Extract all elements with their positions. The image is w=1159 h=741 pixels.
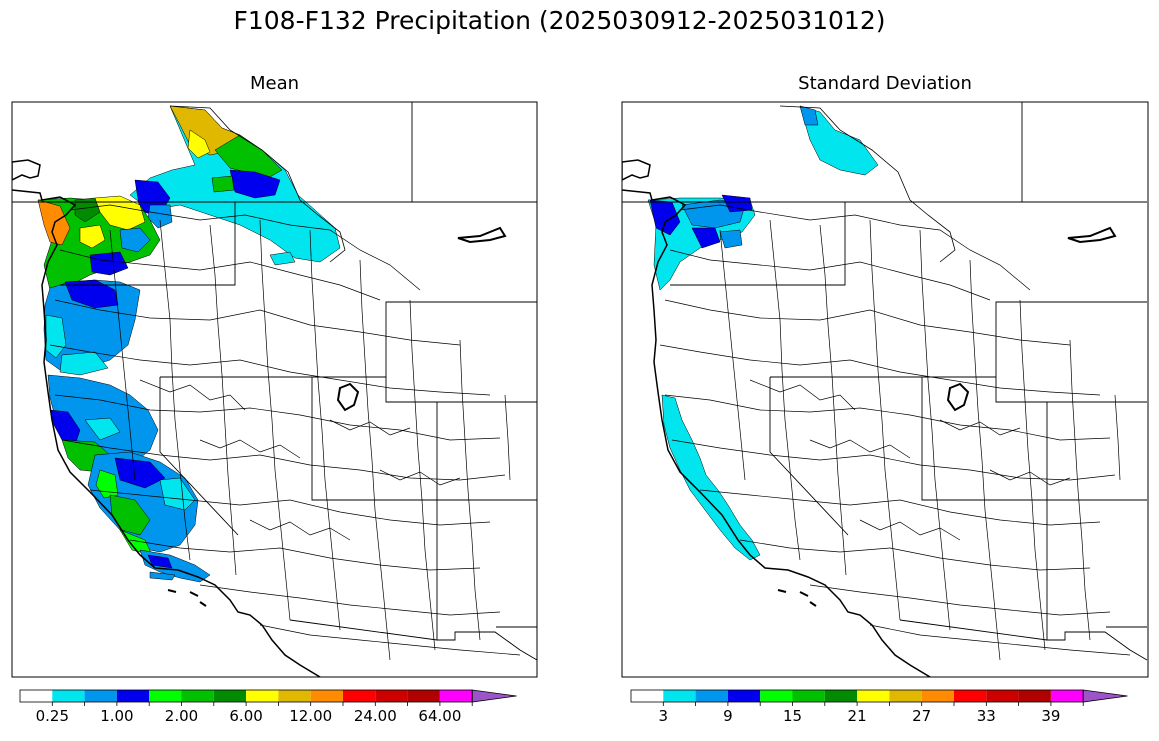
colorbar-swatch bbox=[310, 690, 343, 702]
mean-colorbar: 0.25 1.00 2.00 6.00 12.00 24.00 64.00 bbox=[19, 689, 517, 725]
mean-map bbox=[11, 101, 538, 678]
colorbar-swatch bbox=[824, 690, 858, 702]
colorbar-swatch bbox=[986, 690, 1019, 702]
colorbar-tick-label: 1.00 bbox=[100, 707, 133, 725]
colorbar-swatch bbox=[181, 690, 214, 702]
colorbar-swatch bbox=[1018, 690, 1051, 702]
colorbar-tick-label: 2.00 bbox=[165, 707, 198, 725]
colorbar-swatch bbox=[407, 690, 440, 702]
colorbar-swatch bbox=[116, 690, 150, 702]
colorbar-extend-arrow bbox=[1082, 689, 1128, 703]
colorbar-swatch bbox=[1050, 690, 1084, 702]
stddev-map bbox=[621, 101, 1149, 678]
colorbar-tick-label: 15 bbox=[783, 707, 802, 725]
colorbar-tick-label: 39 bbox=[1041, 707, 1060, 725]
colorbar-tick-label: 24.00 bbox=[354, 707, 397, 725]
colorbar-swatch bbox=[52, 690, 85, 702]
colorbar-swatch bbox=[889, 690, 922, 702]
colorbar-swatch bbox=[954, 690, 987, 702]
colorbar-tick-label: 21 bbox=[848, 707, 867, 725]
colorbar-tick-label: 27 bbox=[912, 707, 931, 725]
colorbar-swatch bbox=[760, 690, 793, 702]
colorbar-swatch bbox=[439, 690, 473, 702]
colorbar-swatch bbox=[631, 690, 664, 702]
colorbar-swatch bbox=[857, 690, 890, 702]
colorbar-swatch bbox=[792, 690, 825, 702]
colorbar-tick-label: 9 bbox=[723, 707, 733, 725]
colorbar-swatch bbox=[213, 690, 247, 702]
colorbar-swatch bbox=[343, 690, 376, 702]
colorbar-swatch bbox=[84, 690, 117, 702]
stddev-colorbar: 3 9 15 21 27 33 39 bbox=[630, 689, 1128, 725]
colorbar-extend-arrow bbox=[471, 689, 517, 703]
colorbar-swatch bbox=[663, 690, 696, 702]
colorbar-tick-label: 64.00 bbox=[418, 707, 461, 725]
colorbar-swatch bbox=[149, 690, 182, 702]
colorbar-swatch bbox=[246, 690, 279, 702]
colorbar-tick-label: 6.00 bbox=[229, 707, 262, 725]
colorbar-swatch bbox=[375, 690, 408, 702]
colorbar-tick-label: 3 bbox=[659, 707, 669, 725]
figure-title: F108-F132 Precipitation (2025030912-2025… bbox=[233, 6, 886, 35]
colorbar-swatch bbox=[278, 690, 311, 702]
colorbar-tick-label: 0.25 bbox=[36, 707, 69, 725]
colorbar-swatch bbox=[921, 690, 954, 702]
colorbar-swatch bbox=[727, 690, 761, 702]
panel-title-mean: Mean bbox=[249, 73, 300, 94]
colorbar-tick-label: 12.00 bbox=[289, 707, 332, 725]
colorbar-swatch bbox=[20, 690, 53, 702]
colorbar-swatch bbox=[695, 690, 728, 702]
colorbar-tick-label: 33 bbox=[977, 707, 996, 725]
panel-title-stddev: Standard Deviation bbox=[798, 73, 972, 94]
